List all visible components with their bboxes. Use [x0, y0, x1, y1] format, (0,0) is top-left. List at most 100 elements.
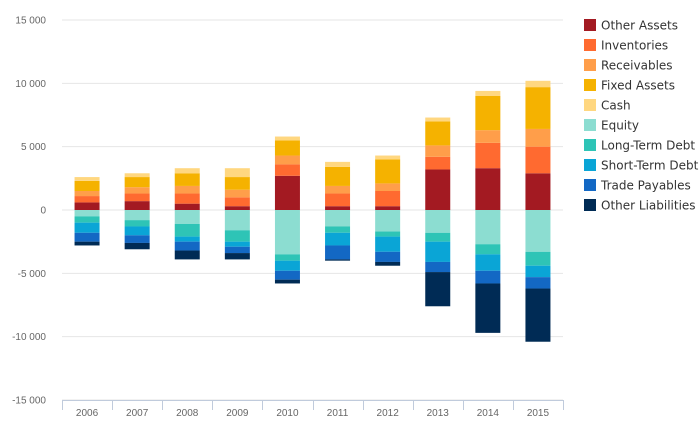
bar-segment[interactable] — [174, 223, 200, 237]
bar-segment[interactable] — [475, 244, 501, 255]
bar-segment[interactable] — [274, 140, 300, 156]
bar-segment[interactable] — [475, 90, 501, 96]
bar-segment[interactable] — [224, 253, 250, 260]
bar-segment[interactable] — [375, 155, 401, 160]
bar-segment[interactable] — [174, 250, 200, 260]
bar-segment[interactable] — [124, 235, 150, 243]
bar-segment[interactable] — [325, 166, 351, 186]
bar-segment[interactable] — [475, 210, 501, 245]
bar-segment[interactable] — [174, 173, 200, 186]
bar-segment[interactable] — [224, 241, 250, 247]
bar-segment[interactable] — [325, 210, 351, 227]
bar-segment[interactable] — [325, 245, 351, 260]
bar-segment[interactable] — [124, 210, 150, 221]
bar-segment[interactable] — [174, 193, 200, 204]
bar-segment[interactable] — [475, 142, 501, 169]
bar-segment[interactable] — [74, 222, 100, 233]
bar-segment[interactable] — [525, 80, 551, 88]
bar-segment[interactable] — [224, 197, 250, 207]
bar-segment[interactable] — [375, 183, 401, 191]
legend-item[interactable]: Receivables — [584, 59, 673, 73]
bar-segment[interactable] — [74, 202, 100, 210]
bar-segment[interactable] — [425, 261, 451, 273]
legend-item[interactable]: Other Assets — [584, 19, 678, 33]
bar-segment[interactable] — [174, 241, 200, 251]
bar-segment[interactable] — [274, 164, 300, 176]
bar-segment[interactable] — [325, 232, 351, 246]
bar-segment[interactable] — [274, 155, 300, 165]
bar-segment[interactable] — [325, 161, 351, 167]
bar-segment[interactable] — [224, 210, 250, 231]
bar-segment[interactable] — [525, 277, 551, 289]
bar-segment[interactable] — [525, 128, 551, 147]
bar-segment[interactable] — [74, 210, 100, 217]
bar-segment[interactable] — [174, 210, 200, 224]
legend-item[interactable]: Trade Payables — [584, 179, 691, 193]
bar-segment[interactable] — [425, 169, 451, 210]
bar-segment[interactable] — [224, 168, 250, 178]
bar-segment[interactable] — [525, 265, 551, 278]
bar-segment[interactable] — [325, 185, 351, 194]
bar-segment[interactable] — [174, 168, 200, 174]
bar-segment[interactable] — [224, 230, 250, 242]
bar-segment[interactable] — [475, 130, 501, 143]
legend-item[interactable]: Fixed Assets — [584, 79, 675, 93]
bar-segment[interactable] — [174, 203, 200, 210]
bar-segment[interactable] — [375, 251, 401, 262]
bar-segment[interactable] — [174, 236, 200, 242]
bar-segment[interactable] — [525, 173, 551, 210]
bar-segment[interactable] — [124, 193, 150, 202]
bar-segment[interactable] — [274, 254, 300, 261]
bar-segment[interactable] — [525, 146, 551, 174]
legend-item[interactable]: Equity — [584, 119, 639, 133]
bar-segment[interactable] — [425, 241, 451, 262]
bar-segment[interactable] — [124, 242, 150, 250]
bar-segment[interactable] — [375, 206, 401, 210]
bar-segment[interactable] — [425, 272, 451, 307]
bar-segment[interactable] — [274, 136, 300, 141]
bar-segment[interactable] — [274, 260, 300, 271]
bar-segment[interactable] — [425, 117, 451, 122]
bar-segment[interactable] — [325, 193, 351, 207]
bar-segment[interactable] — [525, 288, 551, 342]
legend-item[interactable]: Cash — [584, 99, 631, 113]
legend-item[interactable]: Other Liabilities — [584, 199, 696, 213]
bar-segment[interactable] — [325, 226, 351, 233]
bar-segment[interactable] — [224, 189, 250, 198]
bar-segment[interactable] — [74, 177, 100, 181]
bar-segment[interactable] — [525, 87, 551, 129]
bar-segment[interactable] — [475, 96, 501, 131]
bar-segment[interactable] — [425, 145, 451, 157]
bar-segment[interactable] — [74, 191, 100, 197]
bar-segment[interactable] — [74, 196, 100, 203]
bar-segment[interactable] — [375, 159, 401, 184]
bar-segment[interactable] — [375, 261, 401, 266]
bar-segment[interactable] — [475, 254, 501, 271]
bar-segment[interactable] — [475, 283, 501, 333]
legend-item[interactable]: Inventories — [584, 39, 668, 53]
bar-segment[interactable] — [325, 206, 351, 210]
bar-segment[interactable] — [74, 232, 100, 242]
bar-segment[interactable] — [124, 220, 150, 227]
bar-segment[interactable] — [375, 210, 401, 232]
legend-item[interactable]: Long-Term Debt — [584, 139, 695, 153]
bar-segment[interactable] — [224, 177, 250, 190]
bar-segment[interactable] — [274, 279, 300, 284]
bar-segment[interactable] — [375, 191, 401, 207]
bar-segment[interactable] — [274, 270, 300, 280]
bar-segment[interactable] — [475, 270, 501, 284]
bar-segment[interactable] — [375, 236, 401, 252]
bar-segment[interactable] — [224, 206, 250, 210]
bar-segment[interactable] — [124, 201, 150, 210]
bar-segment[interactable] — [174, 185, 200, 194]
bar-segment[interactable] — [274, 210, 300, 255]
legend-item[interactable]: Short-Term Debt — [584, 159, 699, 173]
bar-segment[interactable] — [525, 210, 551, 252]
bar-segment[interactable] — [74, 216, 100, 223]
bar-segment[interactable] — [274, 175, 300, 210]
bar-segment[interactable] — [74, 241, 100, 246]
bar-segment[interactable] — [74, 180, 100, 191]
bar-segment[interactable] — [525, 251, 551, 266]
bar-segment[interactable] — [375, 231, 401, 237]
bar-segment[interactable] — [325, 259, 351, 261]
